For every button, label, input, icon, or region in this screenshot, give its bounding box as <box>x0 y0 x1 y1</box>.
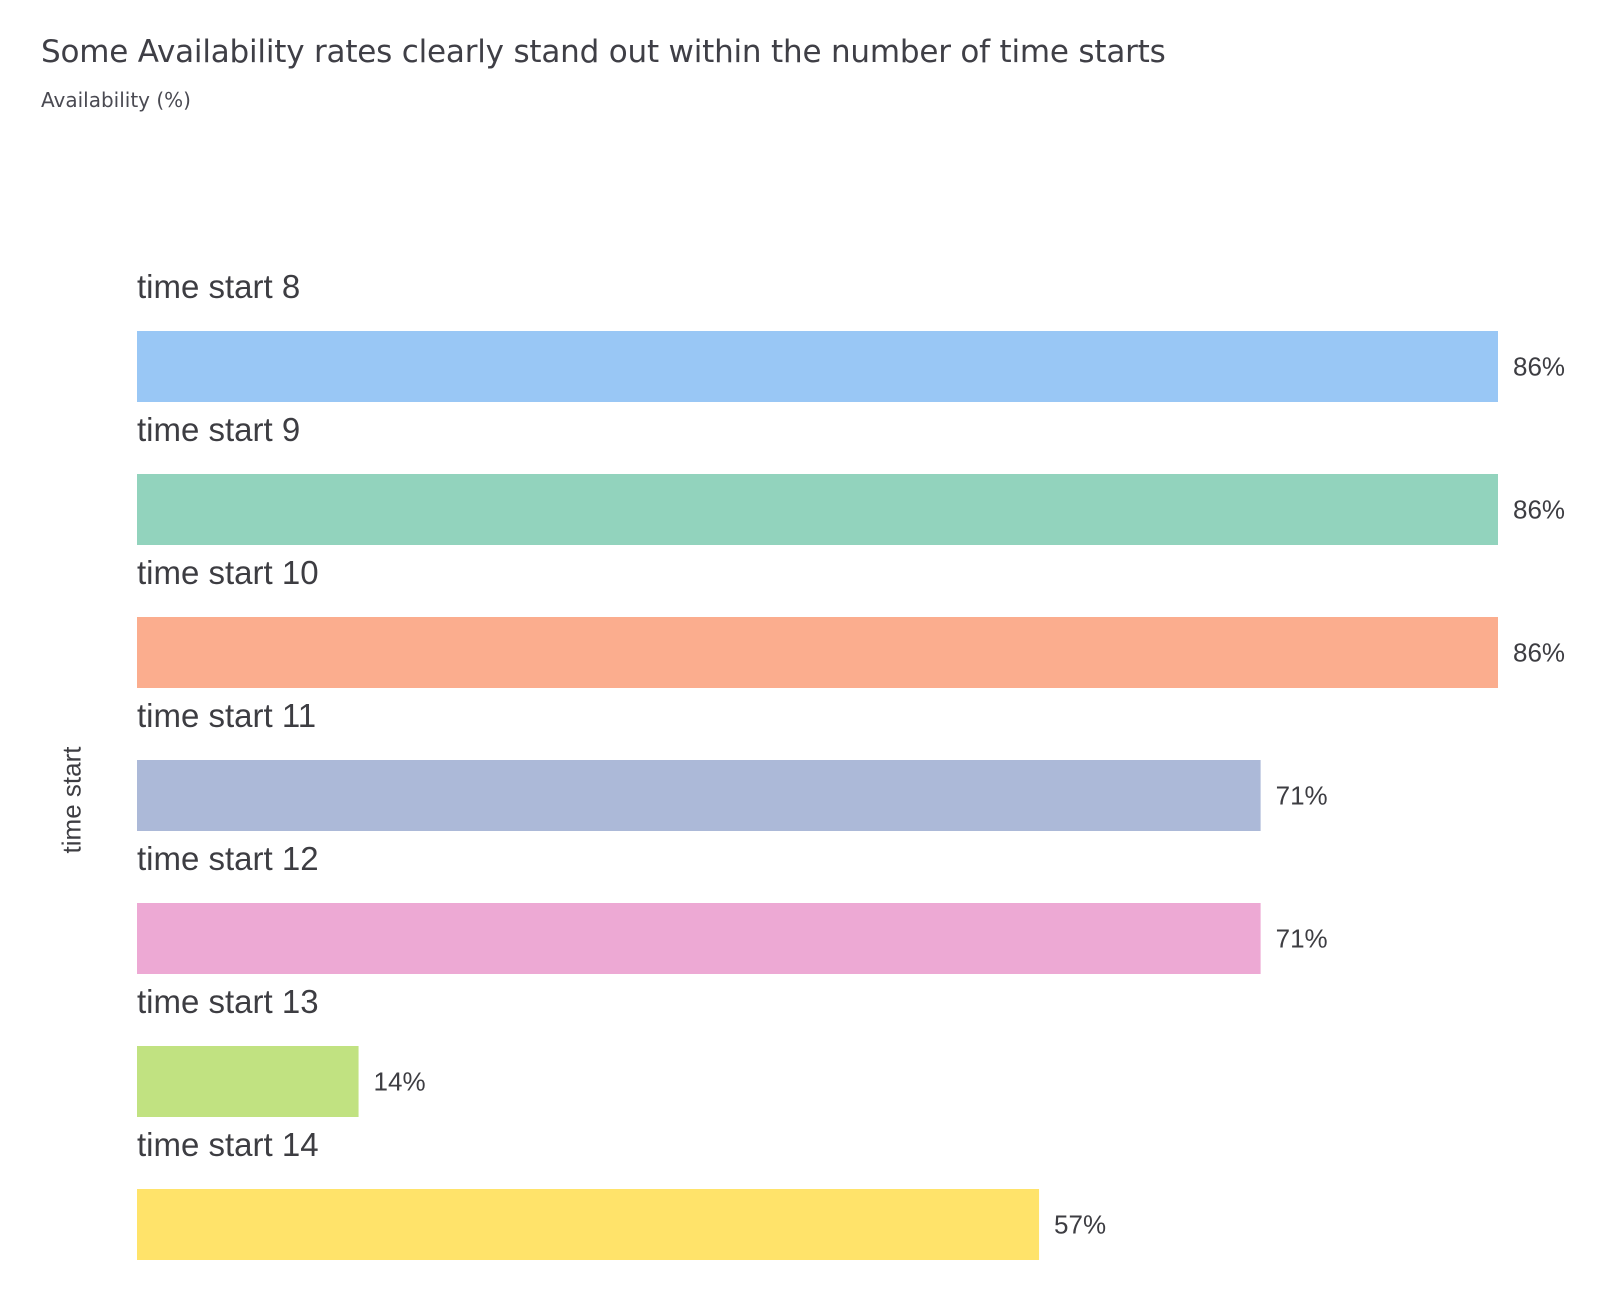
value-label: 86% <box>1513 638 1565 668</box>
category-label: time start 14 <box>137 1126 319 1163</box>
category-label: time start 10 <box>137 554 319 591</box>
bar[interactable] <box>137 331 1498 402</box>
chart-subtitle: Availability (%) <box>41 88 191 112</box>
chart-title: Some Availability rates clearly stand ou… <box>41 34 1166 70</box>
category-label: time start 13 <box>137 983 319 1020</box>
bar[interactable] <box>137 617 1498 688</box>
category-label: time start 8 <box>137 268 300 305</box>
value-label: 14% <box>374 1067 426 1097</box>
bar[interactable] <box>137 760 1261 831</box>
category-label: time start 12 <box>137 840 319 877</box>
value-label: 86% <box>1513 352 1565 382</box>
bar[interactable] <box>137 1046 359 1117</box>
bar[interactable] <box>137 474 1498 545</box>
category-label: time start 11 <box>137 697 316 734</box>
bar[interactable] <box>137 1189 1040 1260</box>
value-label: 86% <box>1513 495 1565 525</box>
value-label: 71% <box>1276 781 1328 811</box>
category-label: time start 9 <box>137 411 300 448</box>
bar[interactable] <box>137 903 1261 974</box>
value-label: 71% <box>1276 924 1328 954</box>
value-label: 57% <box>1054 1210 1106 1240</box>
